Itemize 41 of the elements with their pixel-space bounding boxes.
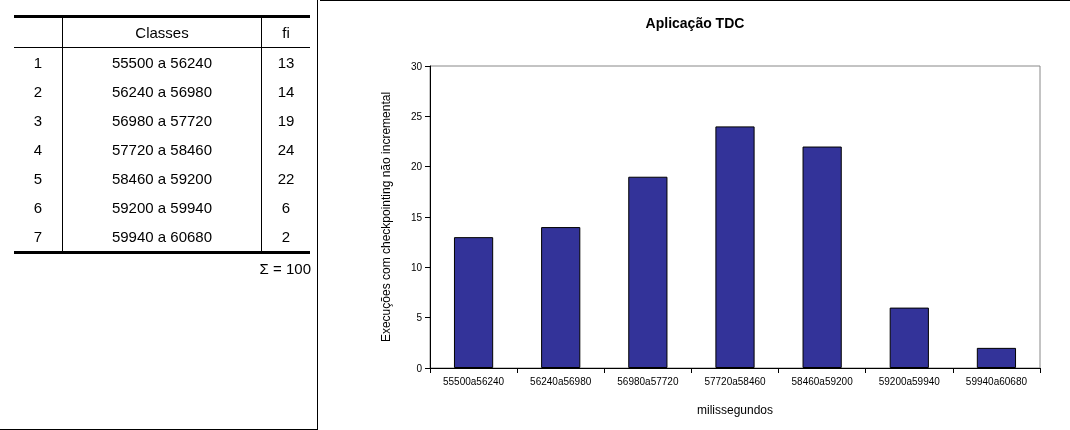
x-tick-label: 59940a60680 <box>965 375 1028 387</box>
text: fi <box>261 16 310 48</box>
text: 6 <box>14 193 63 222</box>
text: 3 <box>14 106 63 135</box>
y-tick-label: 20 <box>410 161 423 173</box>
x-tick-label: 56980a57720 <box>617 375 679 387</box>
y-tick-label: 30 <box>410 60 423 72</box>
y-tick-label: 5 <box>416 312 423 324</box>
text: 13 <box>261 47 310 77</box>
text: 2 <box>261 222 310 253</box>
text: 4 <box>14 135 63 164</box>
text: 24 <box>261 135 310 164</box>
y-tick-label: 0 <box>416 362 423 374</box>
text: 14 <box>261 77 310 106</box>
text: 56240 a 56980 <box>110 82 214 102</box>
text: 58460 a 59200 <box>110 169 214 189</box>
chart-title: Aplicação TDC <box>645 15 745 31</box>
text: 59200 a 59940 <box>110 198 214 218</box>
text: 22 <box>261 164 310 193</box>
x-tick-label: 55500a56240 <box>442 375 505 387</box>
x-tick-label: 57720a58460 <box>704 375 767 387</box>
text: 2 <box>14 77 63 106</box>
text: 7 <box>14 222 63 253</box>
y-axis-title: Execuções com checkpointing não incremental <box>378 91 393 343</box>
x-axis-title: milissegundos <box>696 403 774 417</box>
text: 57720 a 58460 <box>110 140 214 160</box>
y-tick-label: 25 <box>410 110 423 122</box>
text: 59940 a 60680 <box>62 222 262 253</box>
text: 1 <box>14 47 63 77</box>
text: 6 <box>261 193 310 222</box>
text: 55500 a 56240 <box>110 53 214 73</box>
text: Classes <box>62 16 262 48</box>
x-tick-label: 56240a56980 <box>530 375 592 387</box>
text: Σ = 100 <box>258 260 312 277</box>
text: 19 <box>261 106 310 135</box>
text: 56980 a 57720 <box>110 111 214 131</box>
x-tick-label: 59200a59940 <box>878 375 941 387</box>
text: 5 <box>14 164 63 193</box>
y-tick-label: 15 <box>410 211 423 223</box>
y-tick-label: 10 <box>410 261 423 273</box>
x-tick-label: 58460a59200 <box>791 375 854 387</box>
